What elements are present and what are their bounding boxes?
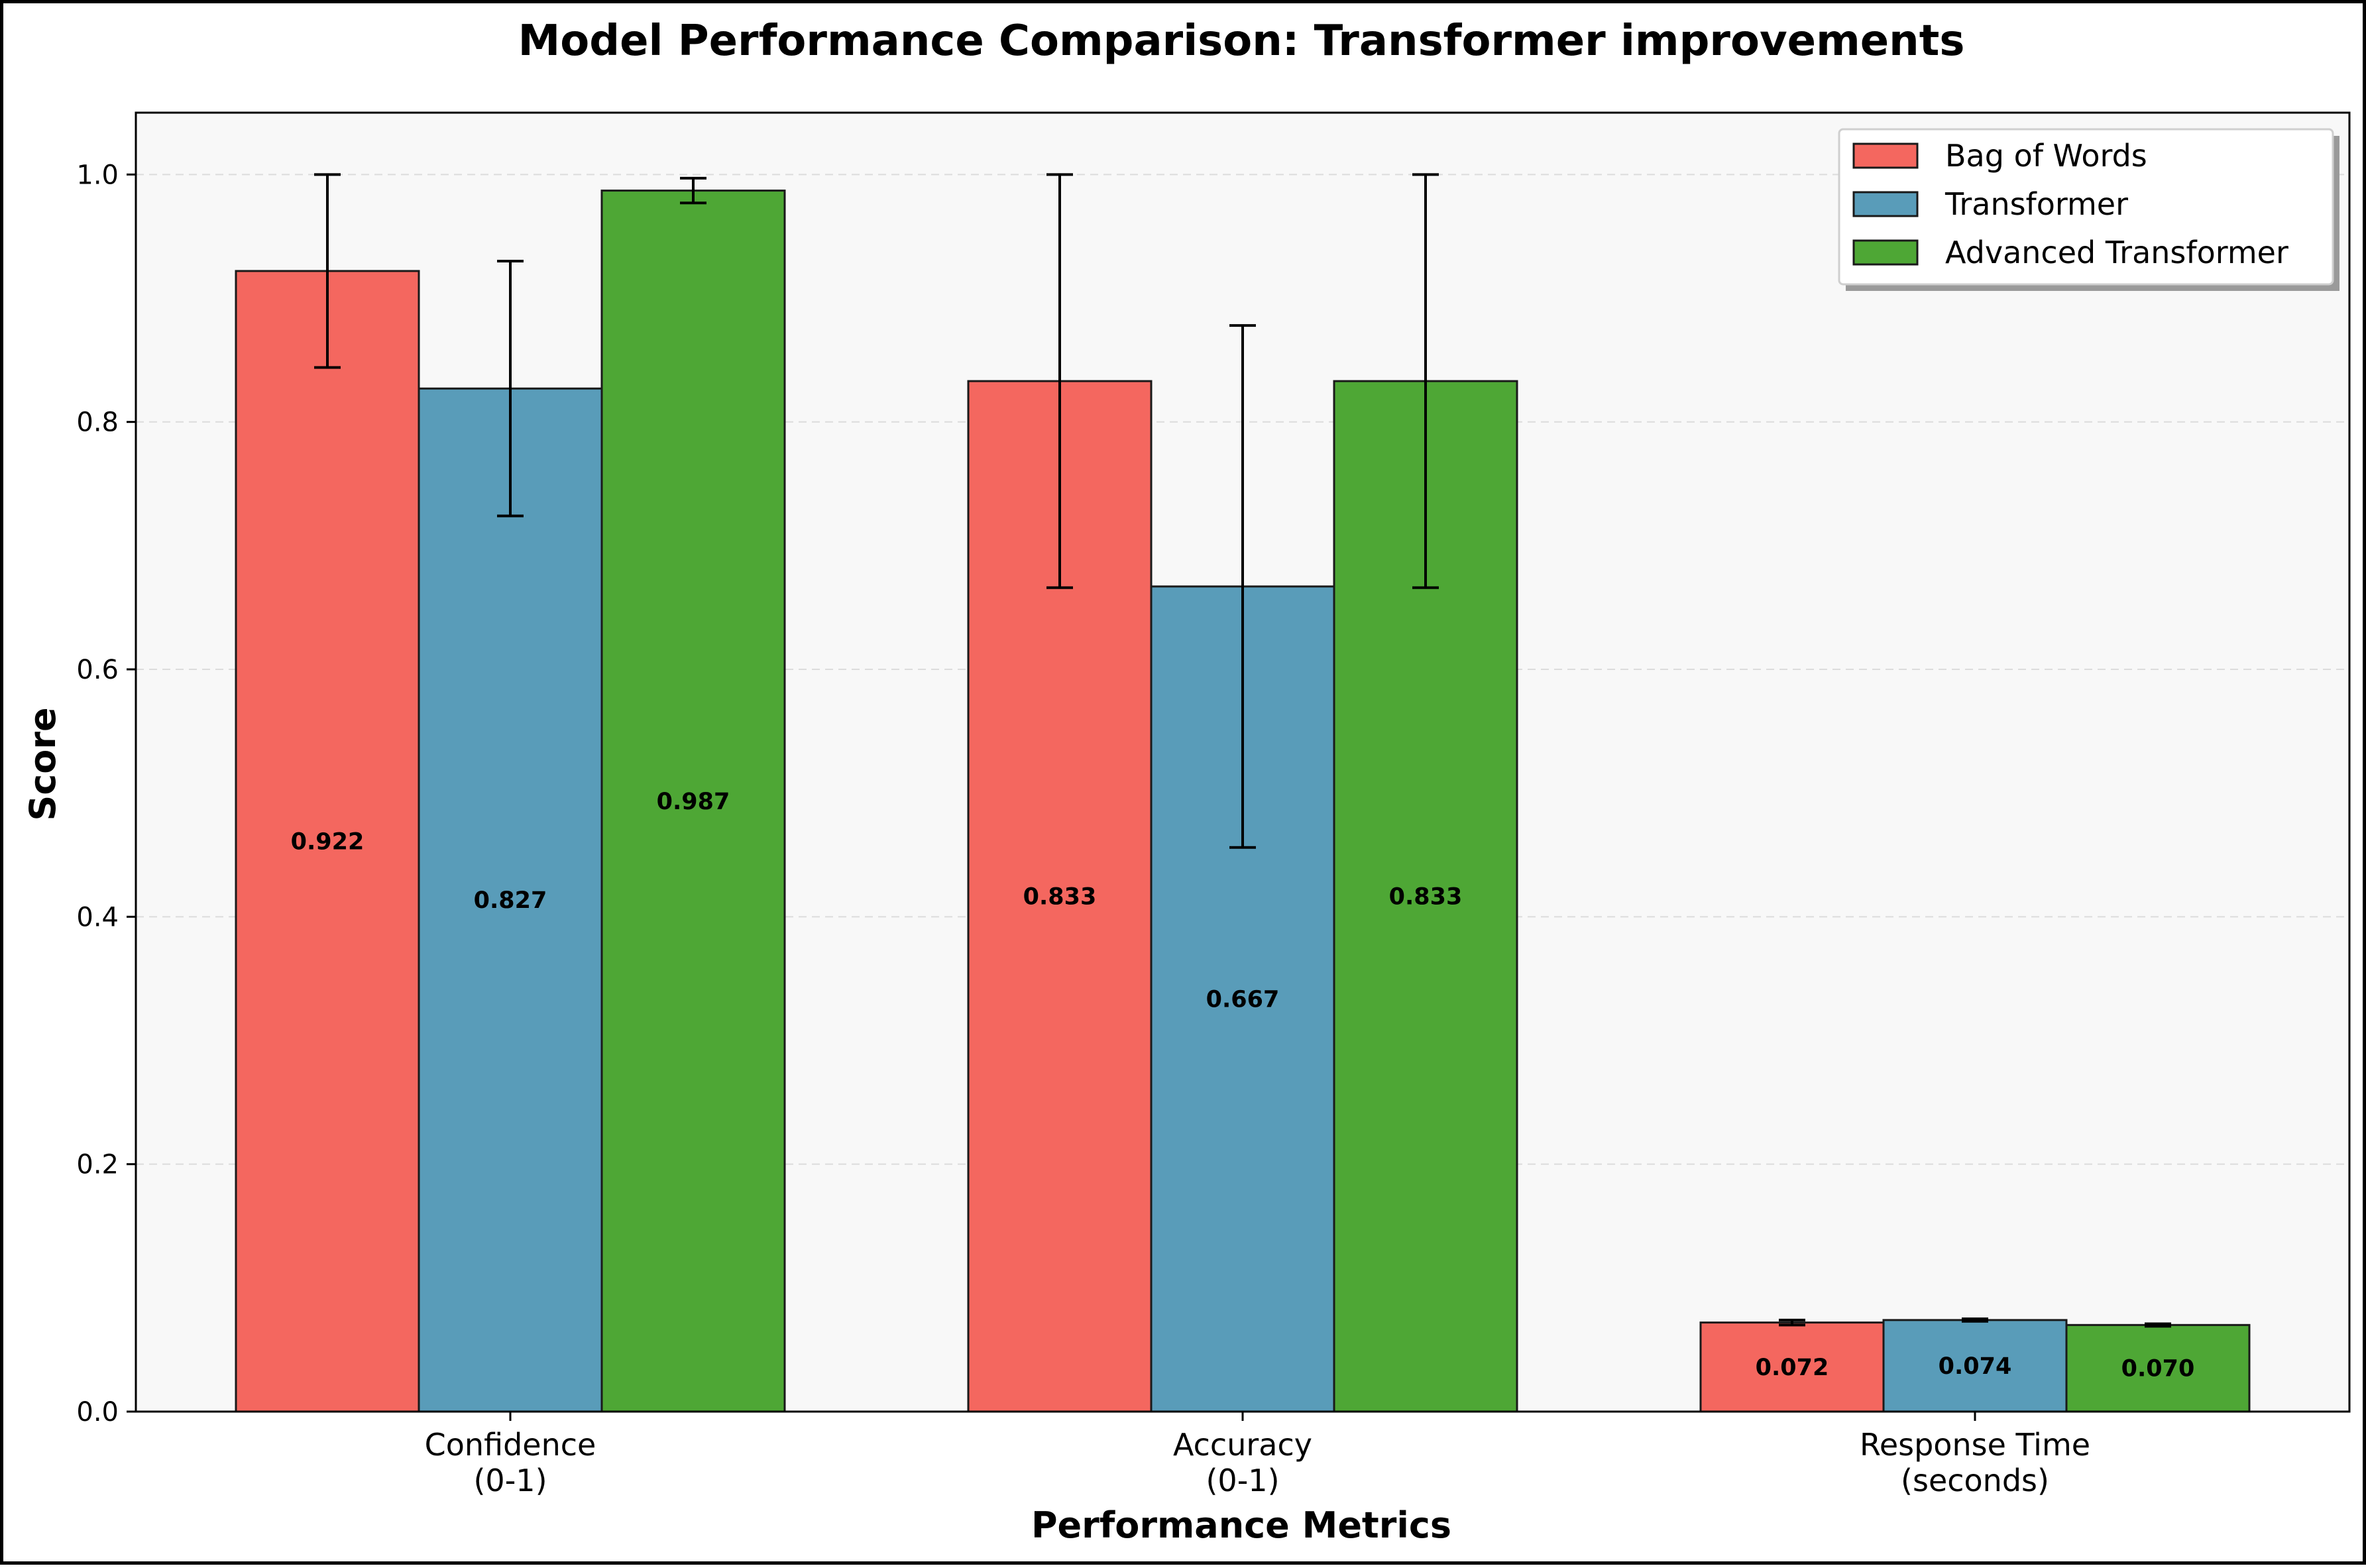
error-bar <box>2145 1322 2171 1328</box>
x-axis-ticks: Confidence(0-1)Accuracy(0-1)Response Tim… <box>425 1412 2090 1498</box>
chart-title: Model Performance Comparison: Transforme… <box>518 17 1965 66</box>
x-tick-label: (0-1) <box>1206 1463 1279 1498</box>
y-tick-label: 0.8 <box>76 408 119 438</box>
error-bar <box>314 173 341 369</box>
value-labels: 0.922 0.833 0.072 0.827 0.667 0.074 0.987 0.833… <box>291 789 2195 1382</box>
x-tick-label: Response Time <box>1860 1427 2090 1463</box>
value-label: 0.833 <box>1389 884 1463 911</box>
legend-label: Advanced Transformer <box>1945 235 2288 270</box>
error-bar <box>1229 324 1256 849</box>
x-tick-label: (seconds) <box>1901 1463 2049 1498</box>
y-axis-ticks: 0.0 0.2 0.4 0.6 0.8 1.0 <box>76 160 136 1428</box>
legend-label: Bag of Words <box>1945 138 2147 174</box>
x-tick-label: Confidence <box>425 1427 596 1463</box>
bar-2-0 <box>600 190 786 1413</box>
value-label: 0.827 <box>474 887 547 914</box>
bar-1-2 <box>1882 1319 2068 1413</box>
legend-label: Transformer <box>1944 186 2128 222</box>
y-tick-label: 0.6 <box>76 655 119 685</box>
legend: Bag of Words Transformer Advanced Transfor… <box>1838 128 2339 291</box>
value-label: 0.833 <box>1023 884 1097 911</box>
x-axis-label: Performance Metrics <box>1031 1504 1451 1546</box>
error-bar <box>680 176 706 205</box>
x-tick-label: (0-1) <box>473 1463 547 1498</box>
value-label: 0.922 <box>291 828 365 855</box>
error-bar <box>1962 1317 1988 1323</box>
error-bar <box>1779 1318 1805 1327</box>
legend-swatch <box>1852 239 1919 266</box>
y-tick-label: 0.0 <box>76 1397 119 1428</box>
error-bar <box>1046 173 1073 589</box>
value-label: 0.072 <box>1756 1355 1829 1381</box>
bar-0-2 <box>1699 1321 1885 1413</box>
legend-box <box>1838 128 2334 286</box>
legend-swatch <box>1852 142 1919 169</box>
y-tick-label: 0.2 <box>76 1150 119 1180</box>
y-tick-label: 1.0 <box>76 160 119 190</box>
value-label: 0.070 <box>2121 1356 2195 1382</box>
bar-chart: Model Performance Comparison: Transforme… <box>22 17 2351 1546</box>
legend-swatch <box>1852 191 1919 217</box>
error-bars <box>314 173 2171 1328</box>
value-label: 0.987 <box>657 789 730 815</box>
error-bar <box>497 260 524 518</box>
y-tick-label: 0.4 <box>76 902 119 932</box>
y-axis-label: Score <box>22 707 64 820</box>
error-bar <box>1412 173 1439 589</box>
value-label: 0.667 <box>1206 986 1280 1013</box>
value-label: 0.074 <box>1939 1353 2012 1380</box>
x-tick-label: Accuracy <box>1173 1427 1312 1463</box>
